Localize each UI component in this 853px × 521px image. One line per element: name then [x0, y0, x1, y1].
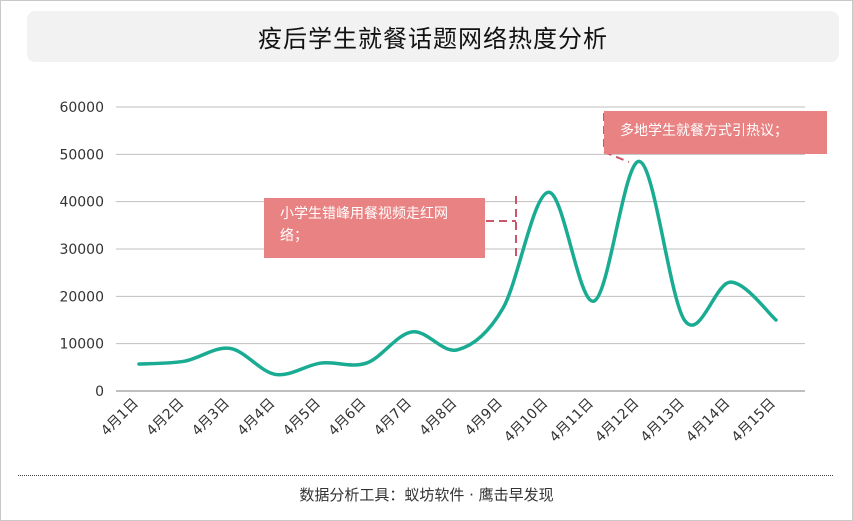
annotation-callout-2: 多地学生就餐方式引热议； [604, 111, 827, 154]
footer-divider [18, 475, 833, 476]
x-tick-label: 4月10日 [501, 396, 551, 446]
y-tick-label: 10000 [59, 337, 104, 353]
x-tick-label: 4月3日 [189, 396, 233, 440]
x-tick-label: 4月2日 [144, 396, 188, 440]
y-tick-label: 30000 [59, 242, 104, 258]
x-tick-label: 4月6日 [326, 396, 370, 440]
x-tick-label: 4月8日 [417, 396, 461, 440]
x-tick-label: 4月11日 [547, 396, 597, 446]
x-axis-ticks: 4月1日 4月2日 4月3日 4月4日 4月5日 4月6日 4月7日 4月8日 4月9日4月10… [98, 396, 779, 446]
y-tick-label: 0 [95, 384, 104, 400]
x-tick-label: 4月5日 [280, 396, 324, 440]
annotation-callout-1: 小学生错峰用餐视频走红网络； [264, 198, 485, 258]
y-axis-ticks: 0 10000 20000 30000 40000 50000 60000 [59, 100, 104, 400]
x-tick-label: 4月9日 [462, 396, 506, 440]
y-tick-label: 40000 [59, 195, 104, 211]
x-tick-label: 4月15日 [729, 396, 779, 446]
x-tick-label: 4月14日 [683, 396, 733, 446]
x-tick-label: 4月13日 [638, 396, 688, 446]
footer-source: 数据分析工具：蚁坊软件 · 鹰击早发现 [299, 486, 554, 504]
x-tick-label: 4月12日 [592, 396, 642, 446]
title-box: 疫后学生就餐话题网络热度分析 [27, 11, 839, 62]
series-line [137, 159, 778, 377]
y-tick-label: 60000 [59, 100, 104, 116]
y-tick-label: 50000 [59, 147, 104, 163]
x-tick-label: 4月4日 [235, 396, 279, 440]
x-tick-label: 4月1日 [98, 396, 142, 440]
chart-title: 疫后学生就餐话题网络热度分析 [258, 25, 608, 53]
y-tick-label: 20000 [59, 289, 104, 305]
series [137, 159, 778, 377]
x-tick-label: 4月7日 [371, 396, 415, 440]
